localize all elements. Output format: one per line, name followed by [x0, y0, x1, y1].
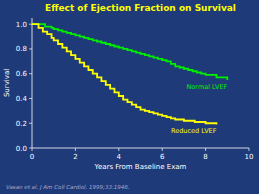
y-tick [29, 24, 32, 25]
x-tick [249, 148, 250, 151]
x-tick [75, 148, 76, 151]
x-tick-label: 4 [117, 153, 122, 161]
y-axis-label: Survival [3, 69, 11, 97]
y-tick-label: 1.0 [16, 21, 27, 29]
y-tick [29, 98, 32, 99]
x-tick-label: 8 [203, 153, 207, 161]
series-labels: Normal LVEF Reduced LVEF [171, 83, 228, 136]
x-tick [32, 148, 33, 151]
y-tick-label: 0.2 [16, 120, 27, 128]
y-tick-label: 0.6 [16, 70, 28, 78]
grid [29, 24, 249, 151]
y-tick [29, 148, 32, 149]
y-tick-label: 0.0 [16, 145, 27, 153]
x-tick-label: 6 [160, 153, 165, 161]
plot-area [32, 24, 227, 124]
x-tick [162, 148, 163, 151]
x-tick [205, 148, 206, 151]
y-tick-label: 0.8 [16, 45, 27, 53]
y-tick [29, 73, 32, 74]
x-axis-label: Years From Baseline Exam [94, 163, 187, 171]
citation: Vasan et al. J Am Coll Cardiol. 1999;33:… [6, 184, 130, 191]
y-axis-line [32, 18, 33, 148]
x-tick-label: 10 [245, 153, 254, 161]
x-tick [118, 148, 119, 151]
x-tick-label: 2 [73, 153, 77, 161]
chart: 0 2 4 6 8 10 0.0 0.2 0.4 0.6 0.8 1.0 Normal LVEF Redu… [0, 0, 259, 194]
x-axis-line [32, 148, 249, 149]
survival-curve [32, 24, 227, 80]
y-tick [29, 48, 32, 49]
series-label: Reduced LVEF [171, 127, 217, 135]
x-tick-label: 0 [30, 153, 34, 161]
y-tick [29, 123, 32, 124]
survival-curve [32, 24, 216, 124]
background [0, 0, 259, 194]
title: Effect of Ejection Fraction on Survival [45, 3, 236, 13]
series-label: Normal LVEF [187, 83, 228, 91]
y-tick-label: 0.4 [16, 95, 28, 103]
